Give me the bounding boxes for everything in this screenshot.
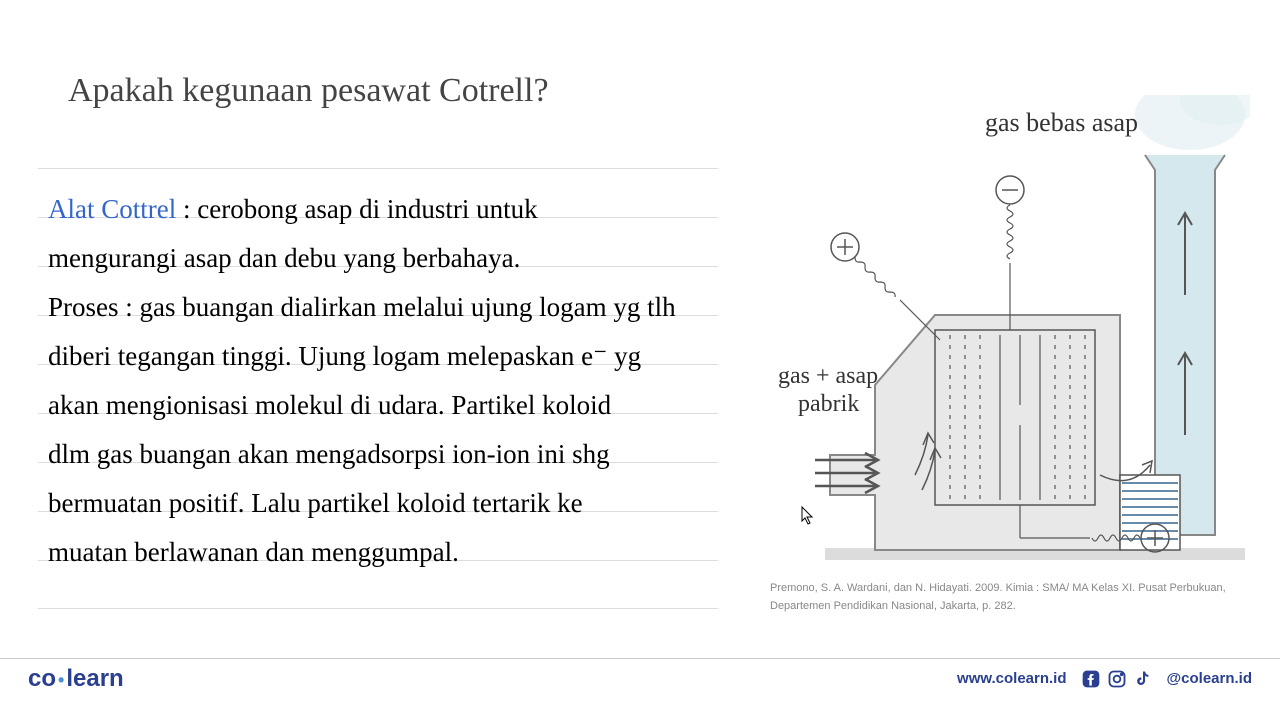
note-line-8: muatan berlawanan dan menggumpal.: [48, 528, 708, 577]
cottrell-diagram: gas bebas asap gas + asap pabrik: [760, 95, 1250, 585]
social-icons: [1081, 669, 1153, 689]
note-line-4: diberi tegangan tinggi. Ujung logam mele…: [48, 332, 708, 381]
facebook-icon[interactable]: [1081, 669, 1101, 689]
website-link[interactable]: www.colearn.id: [957, 670, 1066, 687]
footer: co•learn www.colearn.id @colearn.id: [0, 658, 1280, 698]
colearn-logo: co•learn: [28, 665, 124, 693]
note-line-5: akan mengionisasi molekul di udara. Part…: [48, 381, 708, 430]
instagram-icon[interactable]: [1107, 669, 1127, 689]
note-line-6: dlm gas buangan akan mengadsorpsi ion-io…: [48, 430, 708, 479]
page-title: Apakah kegunaan pesawat Cotrell?: [68, 72, 549, 110]
note-line-2: mengurangi asap dan debu yang berbahaya.: [48, 234, 708, 283]
handwritten-notes: Alat Cottrel : cerobong asap di industri…: [48, 185, 708, 577]
cursor-icon: [800, 505, 816, 530]
citation-text: Premono, S. A. Wardani, dan N. Hidayati.…: [770, 580, 1250, 615]
label-gas-bebas: gas bebas asap: [985, 108, 1138, 137]
note-line-3: Proses : gas buangan dialirkan melalui u…: [48, 283, 708, 332]
label-gas-asap: gas + asap: [778, 363, 878, 389]
label-pabrik: pabrik: [798, 391, 859, 417]
note-line-7: bermuatan positif. Lalu partikel koloid …: [48, 479, 708, 528]
note-line-1: : cerobong asap di industri untuk: [176, 194, 537, 224]
social-handle: @colearn.id: [1167, 670, 1252, 687]
tiktok-icon[interactable]: [1133, 669, 1153, 689]
note-prefix: Alat Cottrel: [48, 194, 176, 224]
